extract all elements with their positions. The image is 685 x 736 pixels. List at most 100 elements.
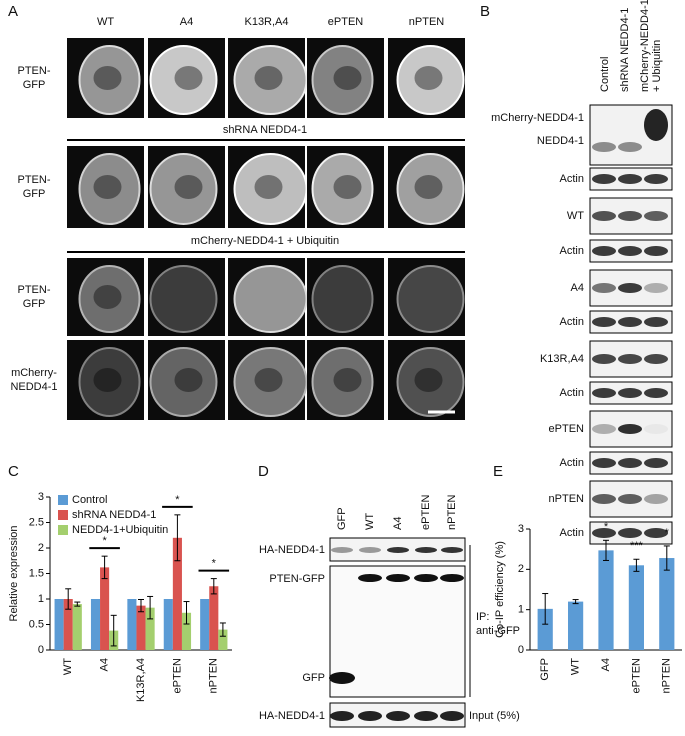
y-tick-label: 2 [518, 563, 524, 575]
legend-label: NEDD4-1+Ubiquitin [72, 524, 168, 536]
y-tick-label: 0 [518, 644, 524, 656]
bar [218, 629, 228, 650]
blot-label: ePTEN [549, 423, 585, 435]
band [618, 494, 642, 504]
band [387, 547, 409, 553]
band [618, 354, 642, 364]
blot-label: Input (5%) [469, 710, 520, 722]
lane-label: GFP [336, 507, 348, 530]
band [644, 494, 668, 504]
x-tick-label: ePTEN [171, 658, 183, 694]
band [644, 388, 668, 398]
y-tick-label: 3 [38, 491, 44, 503]
nucleus [254, 368, 283, 392]
blot-label: WT [567, 210, 584, 222]
column-label: nPTEN [409, 16, 445, 28]
lane-label: A4 [392, 517, 404, 530]
bar [163, 599, 173, 650]
band [330, 711, 354, 721]
band [592, 388, 616, 398]
band [592, 354, 616, 364]
blot-label: Actin [560, 527, 584, 539]
panel-label: E [493, 463, 503, 480]
band [618, 283, 642, 293]
band [414, 711, 438, 721]
row-label: PTEN- [18, 65, 51, 77]
blot-label: Actin [560, 173, 584, 185]
bar [54, 599, 64, 650]
nucleus [414, 66, 443, 90]
blot-label: A4 [571, 282, 584, 294]
band [618, 424, 642, 434]
bar [145, 607, 155, 650]
bar [200, 599, 210, 650]
nucleus [333, 368, 362, 392]
bar [628, 565, 644, 650]
lane-label: WT [364, 513, 376, 530]
significance-label: *** [630, 540, 644, 552]
cell [149, 265, 218, 333]
column-label: K13R,A4 [244, 16, 288, 28]
blot-label: mCherry-NEDD4-1 [491, 112, 584, 124]
nucleus [254, 66, 283, 90]
bar [598, 550, 614, 650]
blot-label: K13R,A4 [540, 353, 584, 365]
band [414, 574, 438, 582]
bar [127, 599, 137, 650]
significance-label: * [665, 527, 670, 539]
band [440, 711, 464, 721]
bar [100, 567, 110, 650]
row-label: PTEN- [18, 284, 51, 296]
band [644, 528, 668, 538]
cell [311, 265, 374, 333]
row-label: mCherry- [11, 367, 57, 379]
band [592, 142, 616, 152]
y-tick-label: 3 [518, 523, 524, 535]
x-tick-label: GFP [539, 658, 551, 681]
bar [136, 605, 146, 650]
nucleus [414, 175, 443, 199]
y-tick-label: 1.5 [29, 567, 44, 579]
band [618, 174, 642, 184]
lane-label: + Ubiquitin [651, 40, 663, 92]
nucleus [93, 368, 122, 392]
x-tick-label: ePTEN [630, 658, 642, 694]
blot-label: IP: [476, 611, 489, 623]
column-label: A4 [180, 16, 193, 28]
lane-label: ePTEN [420, 494, 432, 530]
cell [233, 265, 308, 333]
band [329, 672, 355, 684]
significance-label: * [212, 558, 217, 570]
section-label: shRNA NEDD4-1 [223, 124, 307, 136]
nucleus [333, 66, 362, 90]
band [441, 547, 463, 553]
x-tick-label: A4 [99, 658, 111, 671]
bar [568, 601, 584, 650]
lane-label: shRNA NEDD4-1 [619, 8, 631, 92]
y-tick-label: 2.5 [29, 516, 44, 528]
panel-label: B [480, 3, 490, 20]
column-label: ePTEN [328, 16, 364, 28]
cell [396, 265, 465, 333]
nucleus [174, 175, 203, 199]
band [440, 574, 464, 582]
blot-label: GFP [302, 672, 325, 684]
row-label: GFP [23, 79, 46, 91]
row-label: GFP [23, 298, 46, 310]
y-tick-label: 1 [38, 593, 44, 605]
band [618, 458, 642, 468]
blot-label: nPTEN [549, 493, 585, 505]
band [644, 211, 668, 221]
band [592, 211, 616, 221]
band [618, 388, 642, 398]
band [644, 246, 668, 256]
bar [537, 608, 553, 650]
band [618, 142, 642, 152]
panel-label: A [8, 3, 18, 20]
panel-label: D [258, 463, 269, 480]
band [358, 711, 382, 721]
blot-label: Actin [560, 245, 584, 257]
band [618, 211, 642, 221]
x-tick-label: K13R,A4 [135, 658, 147, 702]
